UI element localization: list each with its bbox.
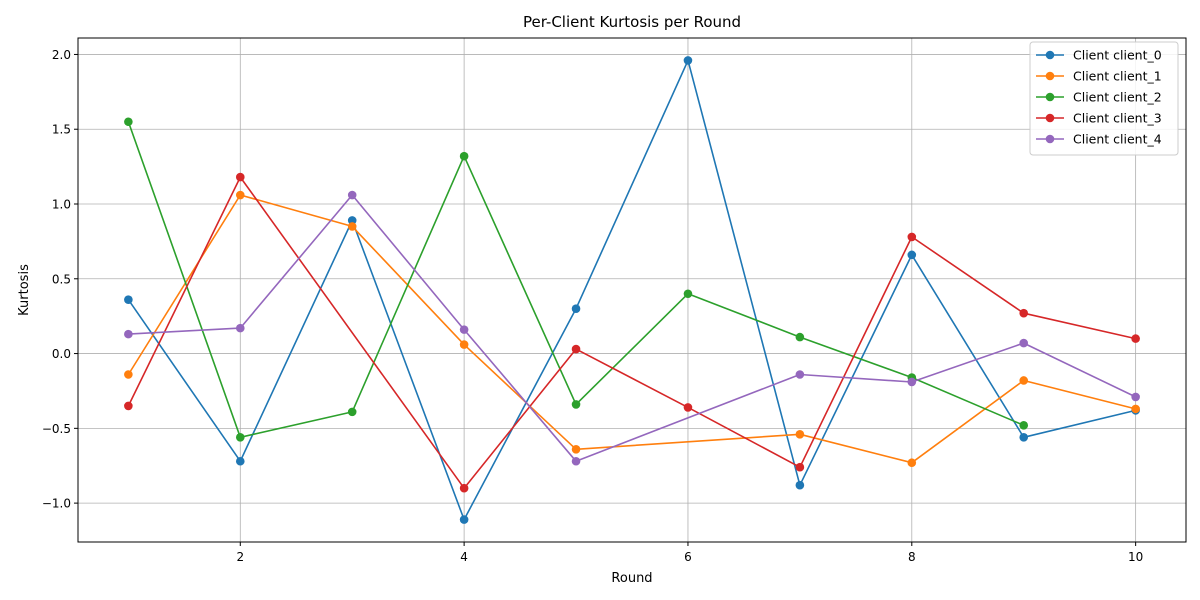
data-point bbox=[1131, 334, 1140, 343]
series-line bbox=[127, 176, 1136, 490]
series-1 bbox=[124, 190, 1140, 468]
data-point bbox=[235, 433, 245, 442]
series-4 bbox=[124, 190, 1140, 466]
legend-marker bbox=[1045, 71, 1055, 81]
x-tick-label: 10 bbox=[1128, 550, 1143, 564]
data-point bbox=[347, 216, 357, 225]
grid-lines bbox=[78, 38, 1186, 542]
data-point bbox=[347, 407, 357, 417]
data-point bbox=[907, 458, 917, 468]
y-tick-label: 1.5 bbox=[52, 123, 71, 137]
legend-label: Client client_1 bbox=[1073, 69, 1162, 84]
x-axis-ticks: 2 4 6 8 10 bbox=[236, 542, 1143, 564]
plot-area-frame bbox=[77, 37, 1187, 543]
series-line bbox=[127, 59, 1136, 521]
y-tick-label: 0.0 bbox=[52, 347, 71, 361]
x-tick-label: 8 bbox=[908, 550, 916, 564]
data-point bbox=[1019, 338, 1029, 348]
legend-item: Client client_3 bbox=[1036, 111, 1162, 126]
data-point bbox=[235, 323, 245, 333]
y-tick-label: 2.0 bbox=[52, 48, 71, 62]
legend: Client client_0 Client client_1 Client cli… bbox=[1029, 41, 1179, 156]
legend-label: Client client_2 bbox=[1073, 90, 1162, 105]
data-point bbox=[907, 377, 917, 387]
series-line bbox=[128, 194, 1136, 463]
data-point bbox=[459, 515, 469, 524]
data-point bbox=[683, 56, 693, 65]
x-tick-label: 4 bbox=[460, 550, 468, 564]
series-line bbox=[127, 194, 1136, 464]
y-axis-ticks: −1.0 −0.5 0.0 0.5 1.0 1.5 2.0 bbox=[42, 48, 78, 511]
series-3 bbox=[124, 172, 1140, 493]
data-point bbox=[1131, 392, 1140, 402]
y-axis-label: Kurtosis bbox=[17, 264, 32, 316]
data-point bbox=[683, 289, 693, 299]
data-point bbox=[124, 295, 133, 305]
data-point bbox=[1019, 421, 1029, 430]
x-axis-label: Round bbox=[611, 571, 652, 586]
data-point bbox=[795, 332, 805, 342]
data-point bbox=[571, 400, 581, 409]
legend-frame bbox=[1029, 41, 1179, 156]
series-layer bbox=[124, 56, 1140, 524]
legend-item: Client client_1 bbox=[1036, 69, 1162, 84]
legend-marker bbox=[1045, 50, 1055, 60]
data-point bbox=[1019, 308, 1029, 318]
legend-item: Client client_0 bbox=[1036, 48, 1162, 63]
data-point bbox=[235, 172, 245, 182]
legend-marker bbox=[1045, 134, 1055, 144]
data-point bbox=[459, 325, 469, 334]
data-point bbox=[1019, 376, 1029, 385]
data-point bbox=[571, 444, 581, 454]
data-point bbox=[235, 190, 245, 200]
data-point bbox=[683, 403, 693, 412]
series-2 bbox=[124, 117, 1029, 442]
data-point bbox=[347, 222, 357, 231]
legend-label: Client client_4 bbox=[1073, 132, 1162, 147]
legend-label: Client client_0 bbox=[1073, 48, 1162, 63]
data-point bbox=[459, 151, 469, 161]
x-tick-label: 2 bbox=[236, 550, 244, 564]
y-tick-label: −0.5 bbox=[42, 422, 71, 436]
data-point bbox=[907, 250, 917, 260]
legend-item: Client client_2 bbox=[1036, 90, 1162, 105]
data-point bbox=[795, 480, 805, 490]
data-point bbox=[795, 462, 805, 472]
legend-marker bbox=[1045, 113, 1055, 123]
data-point bbox=[459, 340, 469, 349]
data-point bbox=[795, 430, 805, 439]
data-point bbox=[347, 190, 357, 200]
x-tick-label: 6 bbox=[684, 550, 692, 564]
data-point bbox=[571, 344, 581, 354]
legend-label: Client client_3 bbox=[1073, 111, 1162, 126]
chart-title: Per-Client Kurtosis per Round bbox=[523, 13, 741, 31]
series-line bbox=[127, 121, 1025, 439]
data-point bbox=[124, 370, 133, 379]
data-point bbox=[124, 117, 133, 127]
data-point bbox=[235, 456, 245, 466]
data-point bbox=[571, 304, 581, 313]
data-point bbox=[795, 370, 805, 379]
y-tick-label: −1.0 bbox=[42, 497, 71, 511]
data-point bbox=[124, 401, 133, 411]
data-point bbox=[1131, 404, 1140, 414]
legend-marker bbox=[1045, 92, 1055, 102]
data-point bbox=[1019, 433, 1029, 442]
y-tick-label: 1.0 bbox=[52, 198, 71, 212]
series-0 bbox=[124, 56, 1140, 524]
data-point bbox=[907, 232, 917, 242]
data-point bbox=[459, 483, 469, 493]
y-tick-label: 0.5 bbox=[52, 272, 71, 286]
legend-item: Client client_4 bbox=[1036, 132, 1162, 147]
data-point bbox=[571, 456, 581, 466]
data-point bbox=[124, 329, 133, 339]
